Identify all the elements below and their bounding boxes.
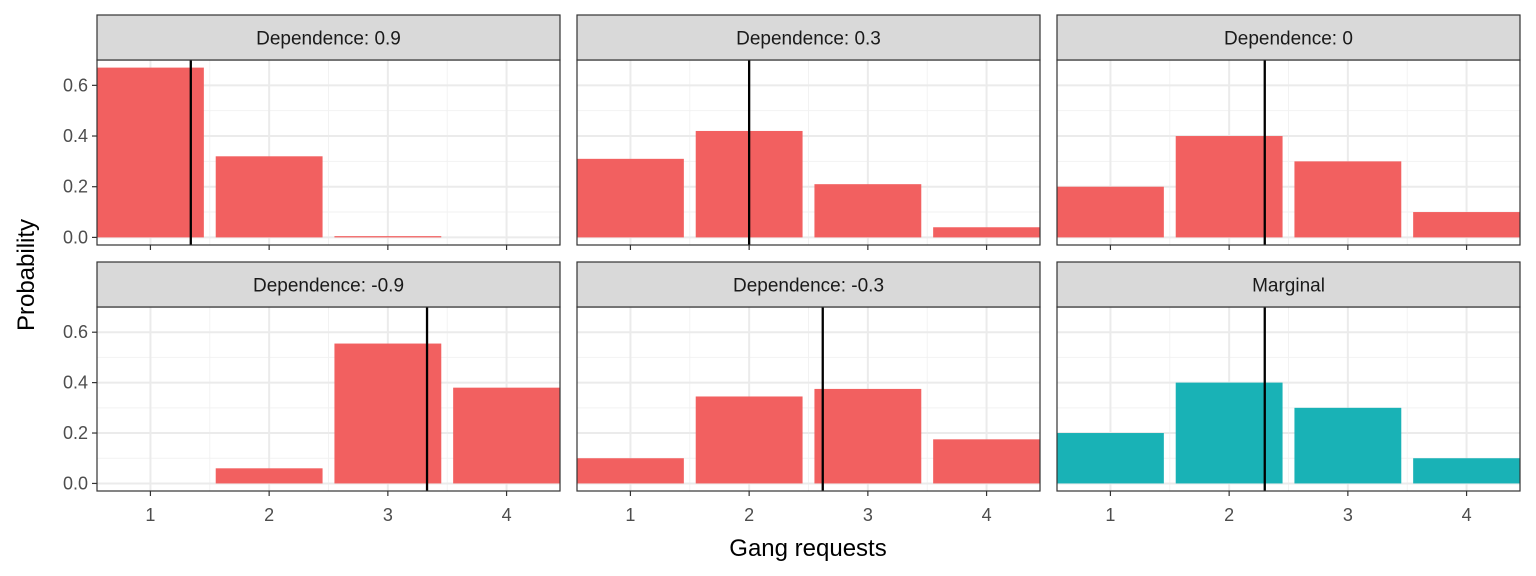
y-tick-label: 0.4 (63, 126, 88, 146)
bar (97, 67, 204, 238)
bar (215, 156, 323, 238)
bar (1413, 212, 1520, 238)
bar (334, 236, 442, 238)
bar (1175, 382, 1283, 484)
x-tick-label: 4 (982, 505, 992, 525)
y-axis-title: Probability (13, 219, 40, 331)
x-tick-label: 4 (1462, 505, 1472, 525)
bar (334, 343, 442, 484)
bar (814, 184, 922, 238)
bar (1294, 407, 1402, 484)
strip-background (1056, 261, 1521, 308)
bar (453, 387, 560, 484)
x-tick-label: 3 (383, 505, 393, 525)
x-tick-label: 2 (264, 505, 274, 525)
facet-panel: Dependence: -0.9 0.0 0.2 0.4 0.6 1 2 3 4 (63, 261, 561, 525)
strip-label: Marginal (1252, 276, 1325, 297)
x-tick-label: 1 (145, 505, 155, 525)
facet-panel: Dependence: 0 (1056, 14, 1521, 250)
strip-label: Dependence: -0.9 (253, 276, 404, 297)
x-tick-label: 1 (625, 505, 635, 525)
x-tick-label: 2 (1224, 505, 1234, 525)
bar (1413, 458, 1520, 484)
strip-background (96, 14, 561, 61)
bar (814, 388, 922, 484)
strip-label: Dependence: -0.3 (733, 276, 884, 297)
facet-panel: Dependence: 0.9 0.0 0.2 0.4 0.6 (63, 14, 561, 250)
bar (1057, 433, 1164, 484)
x-tick-label: 4 (502, 505, 512, 525)
facet-panel: Marginal 1 2 3 4 (1056, 261, 1521, 525)
facet-panel: Dependence: 0.3 (576, 14, 1041, 250)
bar (933, 439, 1040, 484)
strip-background (576, 261, 1041, 308)
x-tick-label: 3 (1343, 505, 1353, 525)
strip-background (96, 261, 561, 308)
y-tick-label: 0.0 (63, 473, 88, 493)
bar (577, 458, 684, 484)
y-tick-label: 0.6 (63, 75, 88, 95)
bar (1294, 161, 1402, 238)
x-tick-label: 2 (744, 505, 754, 525)
x-tick-label: 1 (1105, 505, 1115, 525)
strip-label: Dependence: 0.3 (736, 29, 881, 50)
bar (1175, 136, 1283, 238)
strip-background (1056, 14, 1521, 61)
y-tick-label: 0.0 (63, 227, 88, 247)
bar (1057, 186, 1164, 238)
facet-panel: Dependence: -0.3 1 2 3 4 (576, 261, 1041, 525)
y-tick-label: 0.6 (63, 322, 88, 342)
x-tick-label: 3 (863, 505, 873, 525)
y-tick-label: 0.2 (63, 423, 88, 443)
bar (577, 158, 684, 238)
strip-background (576, 14, 1041, 61)
bar (933, 227, 1040, 238)
bar (215, 468, 323, 484)
y-tick-label: 0.4 (63, 373, 88, 393)
bar (695, 396, 803, 484)
strip-label: Dependence: 0 (1224, 29, 1353, 50)
x-axis-title: Gang requests (729, 535, 886, 562)
y-tick-label: 0.2 (63, 177, 88, 197)
strip-label: Dependence: 0.9 (256, 29, 401, 50)
